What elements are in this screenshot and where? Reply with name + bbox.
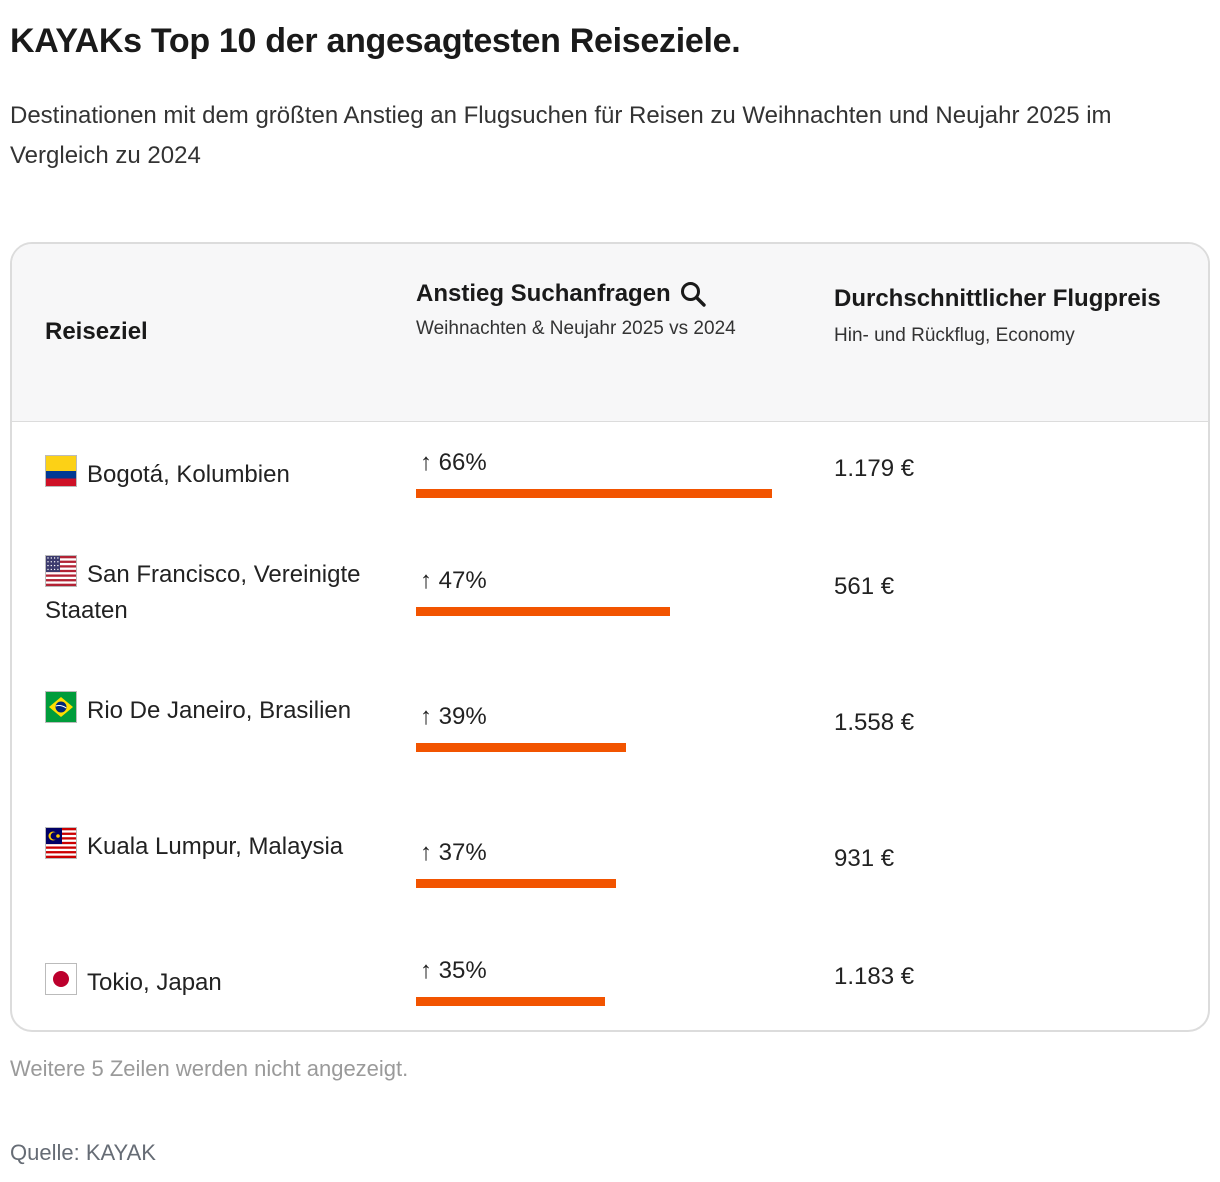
malaysia-flag-icon: [45, 827, 77, 859]
increase-bar: [416, 607, 670, 616]
increase-bar: [416, 489, 772, 498]
increase-label: ↑ 47%: [420, 567, 487, 594]
increase-label: ↑ 39%: [420, 703, 487, 730]
increase-bar: [416, 743, 626, 752]
source-note: Quelle: KAYAK: [10, 1140, 156, 1165]
destination-cell: Bogotá, Kolumbien: [45, 455, 385, 493]
japan-flag-icon: [45, 963, 77, 995]
destination-cell: Tokio, Japan: [45, 963, 385, 1001]
price-cell: 1.558 €: [834, 709, 915, 736]
destination-name: Rio De Janeiro, Brasilien: [87, 697, 352, 724]
increase-label: ↑ 35%: [420, 957, 487, 984]
header-destination: Reiseziel: [45, 318, 148, 345]
chart-title: KAYAKs Top 10 der angesagtesten Reisezie…: [10, 22, 741, 60]
increase-bar: [416, 879, 616, 888]
brazil-flag-icon: [45, 691, 77, 723]
price-cell: 931 €: [834, 845, 895, 872]
price-cell: 561 €: [834, 573, 895, 600]
destination-cell: San Francisco, Vereinigte Staaten: [45, 555, 385, 629]
chart-subtitle: Destinationen mit dem größten Anstieg an…: [10, 102, 1112, 169]
destination-name: Tokio, Japan: [87, 969, 222, 996]
table-card: Reiseziel Anstieg Suchanfragen Weihnacht…: [10, 242, 1210, 1032]
header-price: Durchschnittlicher Flugpreis Hin- und Rü…: [834, 280, 1174, 355]
increase-bar: [416, 997, 605, 1006]
increase-label: ↑ 37%: [420, 839, 487, 866]
header-search-label: Anstieg Suchanfragen: [416, 280, 671, 307]
header-search-increase: Anstieg Suchanfragen Weihnachten & Neuja…: [416, 280, 776, 348]
usa-flag-icon: [45, 555, 77, 587]
header-price-label: Durchschnittlicher Flugpreis: [834, 285, 1161, 312]
magnifier-icon: [680, 282, 706, 307]
destination-name: Bogotá, Kolumbien: [87, 461, 290, 488]
price-cell: 1.183 €: [834, 963, 915, 990]
destination-cell: Rio De Janeiro, Brasilien: [45, 691, 385, 729]
destination-name: San Francisco, Vereinigte Staaten: [45, 561, 361, 624]
table-header: Reiseziel Anstieg Suchanfragen Weihnacht…: [12, 244, 1208, 422]
header-price-sub: Hin- und Rückflug, Economy: [834, 325, 1075, 346]
header-search-sub: Weihnachten & Neujahr 2025 vs 2024: [416, 318, 736, 339]
destination-name: Kuala Lumpur, Malaysia: [87, 833, 344, 860]
price-cell: 1.179 €: [834, 455, 915, 482]
colombia-flag-icon: [45, 455, 77, 487]
destination-cell: Kuala Lumpur, Malaysia: [45, 827, 385, 865]
more-rows-note: Weitere 5 Zeilen werden nicht angezeigt.: [10, 1056, 409, 1081]
increase-label: ↑ 66%: [420, 449, 487, 476]
